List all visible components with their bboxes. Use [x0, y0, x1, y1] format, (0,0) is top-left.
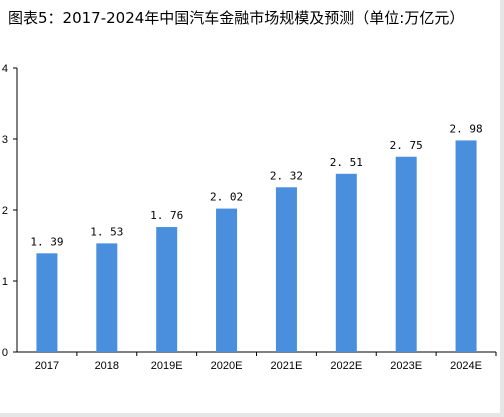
bar — [36, 253, 58, 352]
data-label: 2. 98 — [450, 122, 483, 135]
bar — [455, 140, 477, 352]
bar — [395, 156, 417, 352]
data-label: 2. 51 — [330, 156, 363, 169]
data-label: 1. 76 — [150, 209, 183, 222]
bar — [335, 173, 357, 352]
y-tick-label: 2 — [2, 205, 8, 217]
data-label: 2. 32 — [270, 169, 303, 182]
data-label: 2. 02 — [210, 191, 243, 204]
x-tick-label: 2020E — [211, 360, 243, 372]
y-tick-label: 3 — [2, 134, 8, 146]
bar — [156, 227, 178, 352]
x-tick-label: 2021E — [271, 360, 303, 372]
y-tick-label: 0 — [2, 347, 8, 359]
x-tick-label: 2018 — [95, 360, 119, 372]
bar — [96, 243, 118, 352]
bar — [216, 208, 238, 352]
x-tick-label: 2023E — [390, 360, 422, 372]
x-tick-label: 2019E — [151, 360, 183, 372]
data-label: 2. 75 — [390, 139, 423, 152]
chart-title: 图表5：2017-2024年中国汽车金融市场规模及预测（单位:万亿元） — [8, 9, 465, 27]
x-tick-label: 2024E — [450, 360, 482, 372]
x-tick-label: 2017 — [35, 360, 59, 372]
data-label: 1. 53 — [90, 225, 123, 238]
data-label: 1. 39 — [30, 235, 63, 248]
x-tick-label: 2022E — [330, 360, 362, 372]
y-tick-label: 4 — [2, 63, 8, 75]
y-tick-label: 1 — [2, 276, 8, 288]
bar — [275, 187, 297, 352]
